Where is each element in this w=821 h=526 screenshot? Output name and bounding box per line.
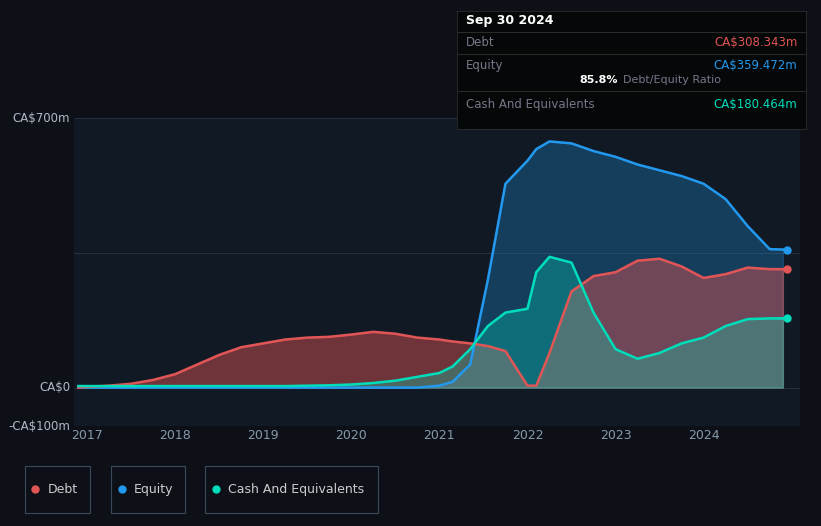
Text: 2021: 2021	[424, 429, 455, 442]
Text: 2023: 2023	[599, 429, 631, 442]
Text: Equity: Equity	[134, 483, 173, 495]
Text: CA$180.464m: CA$180.464m	[713, 98, 797, 112]
Text: Debt/Equity Ratio: Debt/Equity Ratio	[623, 75, 721, 85]
Text: -CA$100m: -CA$100m	[8, 420, 71, 432]
Text: CA$308.343m: CA$308.343m	[714, 36, 797, 49]
Text: 2019: 2019	[247, 429, 279, 442]
Text: CA$700m: CA$700m	[13, 112, 71, 125]
Text: Cash And Equivalents: Cash And Equivalents	[228, 483, 365, 495]
Text: Debt: Debt	[466, 36, 494, 49]
Text: CA$359.472m: CA$359.472m	[713, 59, 797, 72]
Text: 2024: 2024	[688, 429, 719, 442]
Text: 85.8%: 85.8%	[580, 75, 618, 85]
Text: Debt: Debt	[48, 483, 78, 495]
Text: CA$0: CA$0	[39, 381, 71, 394]
Text: Equity: Equity	[466, 59, 503, 72]
Text: 2018: 2018	[159, 429, 191, 442]
Text: Sep 30 2024: Sep 30 2024	[466, 14, 553, 27]
Text: 2017: 2017	[71, 429, 103, 442]
Text: Cash And Equivalents: Cash And Equivalents	[466, 98, 594, 112]
Text: 2020: 2020	[336, 429, 367, 442]
Text: 2022: 2022	[511, 429, 544, 442]
